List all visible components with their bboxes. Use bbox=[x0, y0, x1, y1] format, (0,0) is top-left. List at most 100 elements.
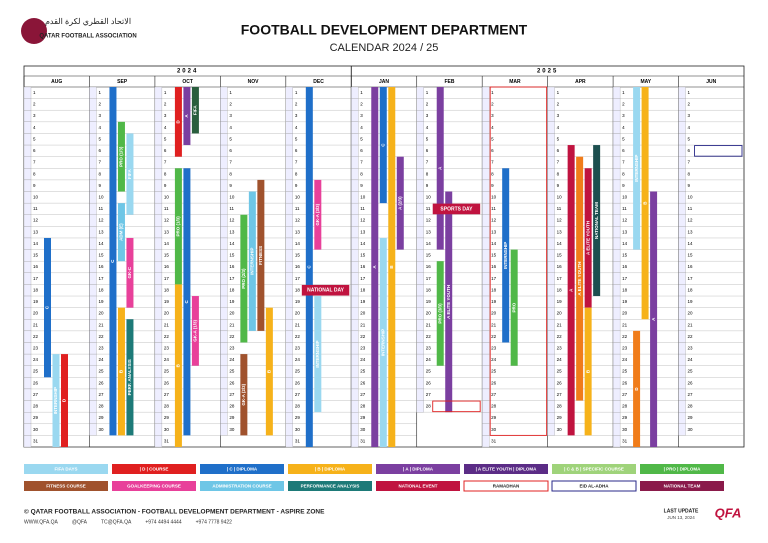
day-number: 21 bbox=[426, 322, 432, 327]
event-bar bbox=[257, 179, 265, 331]
weekday-cell bbox=[547, 226, 555, 239]
weekday-cell bbox=[23, 272, 32, 285]
weekday-cell bbox=[23, 261, 32, 273]
weekday-cell bbox=[547, 202, 555, 215]
day-number: 22 bbox=[229, 334, 235, 339]
weekday-cell bbox=[482, 191, 490, 204]
day-number: 7 bbox=[33, 160, 36, 165]
legend-swatch bbox=[112, 481, 196, 491]
day-number: 2 bbox=[426, 102, 429, 107]
day-number: 7 bbox=[295, 160, 298, 165]
legend-label: | A | DIPLOMA bbox=[403, 467, 434, 472]
legend-swatch bbox=[551, 480, 637, 492]
day-number: 17 bbox=[164, 276, 170, 281]
weekday-cell bbox=[351, 423, 359, 436]
weekday-cell bbox=[678, 249, 686, 262]
weekday-cell bbox=[678, 202, 686, 215]
weekday-cell bbox=[89, 133, 97, 146]
day-number: 23 bbox=[98, 345, 104, 350]
weekday-cell bbox=[482, 98, 490, 111]
event-label: INTERNSHIP bbox=[634, 155, 639, 182]
weekday-cell bbox=[89, 365, 97, 378]
day-number: 16 bbox=[98, 264, 104, 269]
weekday-cell bbox=[482, 307, 490, 320]
day-number: 4 bbox=[491, 125, 494, 130]
day-number: 16 bbox=[622, 264, 628, 269]
day-number: 7 bbox=[688, 160, 691, 165]
weekday-cell bbox=[678, 110, 686, 122]
day-number: 25 bbox=[229, 369, 235, 374]
weekday-cell bbox=[612, 353, 621, 366]
event-bar bbox=[388, 87, 396, 447]
weekday-cell bbox=[547, 133, 555, 146]
legend-swatch bbox=[376, 464, 460, 474]
weekday-cell bbox=[154, 156, 163, 169]
day-event: NATIONAL DAY bbox=[301, 284, 350, 296]
day-number: 4 bbox=[622, 125, 625, 130]
day-number: 30 bbox=[360, 427, 366, 432]
weekday-cell bbox=[89, 388, 97, 401]
weekday-cell bbox=[89, 168, 97, 181]
day-number: 13 bbox=[164, 229, 170, 234]
weekday-cell bbox=[89, 342, 97, 355]
weekday-cell bbox=[547, 214, 555, 227]
day-number: 21 bbox=[164, 322, 170, 327]
day-number: 24 bbox=[360, 357, 366, 362]
day-number: 2 bbox=[491, 102, 494, 107]
weekday-cell bbox=[285, 98, 293, 111]
day-number: 25 bbox=[164, 369, 170, 374]
weekday-cell bbox=[285, 214, 293, 227]
legend-label: | C | DIPLOMA bbox=[227, 467, 258, 472]
weekday-cell bbox=[416, 179, 424, 192]
weekday-cell bbox=[154, 191, 163, 204]
weekday-cell bbox=[416, 319, 424, 332]
weekday-cell bbox=[285, 342, 293, 355]
day-number: 15 bbox=[557, 253, 563, 258]
legend-label: NATIONAL TEAM bbox=[664, 484, 701, 489]
day-number: 3 bbox=[491, 113, 494, 118]
weekday-cell bbox=[89, 330, 97, 343]
day-number: 11 bbox=[426, 206, 431, 211]
weekday-cell bbox=[678, 121, 686, 134]
event-box bbox=[694, 145, 743, 157]
weekday-cell bbox=[482, 388, 490, 401]
day-number: 3 bbox=[360, 113, 363, 118]
weekday-cell bbox=[416, 307, 424, 320]
day-number: 23 bbox=[33, 345, 39, 350]
weekday-cell bbox=[416, 400, 424, 413]
weekday-cell bbox=[416, 214, 424, 227]
legend-swatch bbox=[24, 481, 108, 491]
weekday-cell bbox=[89, 98, 97, 111]
weekday-cell bbox=[416, 261, 424, 273]
event-bar bbox=[314, 179, 322, 250]
day-number: 18 bbox=[164, 287, 170, 292]
legend-swatch bbox=[552, 464, 636, 474]
weekday-cell bbox=[547, 168, 555, 181]
day-number: 26 bbox=[229, 380, 235, 385]
day-number: 3 bbox=[33, 113, 36, 118]
day-number: 24 bbox=[98, 357, 104, 362]
weekday-cell bbox=[220, 249, 228, 262]
day-number: 10 bbox=[164, 195, 170, 200]
weekday-cell bbox=[612, 423, 621, 436]
weekday-cell bbox=[416, 330, 424, 343]
weekday-cell bbox=[482, 342, 490, 355]
day-number: 7 bbox=[557, 160, 560, 165]
day-number: 12 bbox=[622, 218, 628, 223]
weekday-cell bbox=[612, 226, 621, 239]
day-number: 7 bbox=[229, 160, 232, 165]
day-number: 15 bbox=[360, 253, 366, 258]
day-number: 24 bbox=[688, 357, 694, 362]
event-bar bbox=[305, 87, 313, 447]
day-number: 14 bbox=[295, 241, 301, 246]
month-label: JAN bbox=[379, 79, 389, 85]
weekday-cell bbox=[220, 307, 228, 320]
weekday-cell bbox=[220, 295, 228, 308]
day-number: 29 bbox=[622, 415, 628, 420]
day-number: 21 bbox=[360, 322, 366, 327]
event-label: INTERNSHIP bbox=[250, 248, 255, 275]
weekday-cell bbox=[351, 365, 359, 378]
event-label: C bbox=[184, 299, 189, 303]
day-number: 15 bbox=[98, 253, 104, 258]
weekday-cell bbox=[154, 121, 163, 134]
